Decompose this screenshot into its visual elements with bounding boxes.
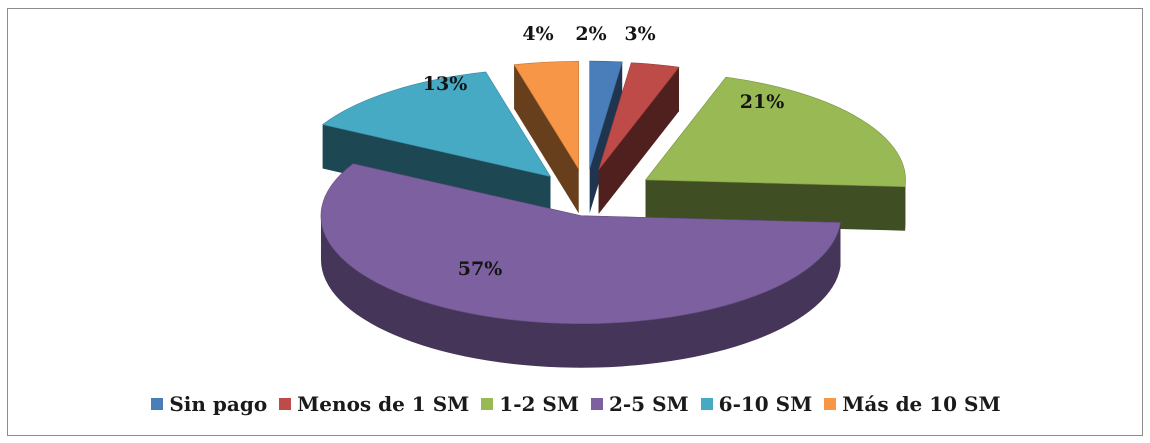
- pie-slice-sin-pago: [589, 60, 623, 214]
- legend-item-1-2-sm: 1-2 SM: [481, 392, 579, 416]
- legend-label: Sin pago: [169, 392, 268, 416]
- legend: Sin pago Menos de 1 SM 1-2 SM 2-5 SM 6-10 SM…: [8, 392, 1144, 416]
- legend-label: 2-5 SM: [608, 392, 689, 416]
- data-label-m-s-de-10-sm: 4%: [522, 23, 553, 45]
- data-label-sin-pago: 2%: [575, 23, 606, 45]
- legend-item-2-5-sm: 2-5 SM: [590, 392, 689, 416]
- legend-swatch: [700, 398, 713, 410]
- data-label-6-10-sm: 13%: [423, 73, 468, 95]
- pie-slice-m-s-de-10-sm: [513, 61, 580, 214]
- legend-swatch: [279, 398, 292, 410]
- data-label-2-5-sm: 57%: [458, 258, 503, 280]
- legend-label: Menos de 1 SM: [297, 392, 470, 416]
- legend-swatch: [151, 398, 164, 410]
- legend-label: 6-10 SM: [718, 392, 813, 416]
- legend-item-6-10-sm: 6-10 SM: [700, 392, 813, 416]
- data-label-menos-de-1-sm: 3%: [624, 23, 655, 45]
- legend-swatch: [590, 398, 603, 410]
- legend-label: 1-2 SM: [499, 392, 579, 416]
- legend-label: Más de 10 SM: [842, 392, 1001, 416]
- legend-swatch: [824, 398, 837, 410]
- data-label-1-2-sm: 21%: [740, 91, 785, 113]
- legend-item-sin-pago: Sin pago: [151, 392, 267, 416]
- pie-slice-2-5-sm: [320, 163, 841, 368]
- pie-slice-menos-de-1-sm: [598, 62, 680, 214]
- pie-slice-1-2-sm: [644, 76, 906, 231]
- legend-item-menos-de-1-sm: Menos de 1 SM: [279, 392, 469, 416]
- legend-item-m-s-de-10-sm: Más de 10 SM: [824, 392, 1001, 416]
- legend-swatch: [481, 398, 494, 410]
- pie-chart: 2% 3% 21% 57% 13% 4%: [320, 23, 906, 368]
